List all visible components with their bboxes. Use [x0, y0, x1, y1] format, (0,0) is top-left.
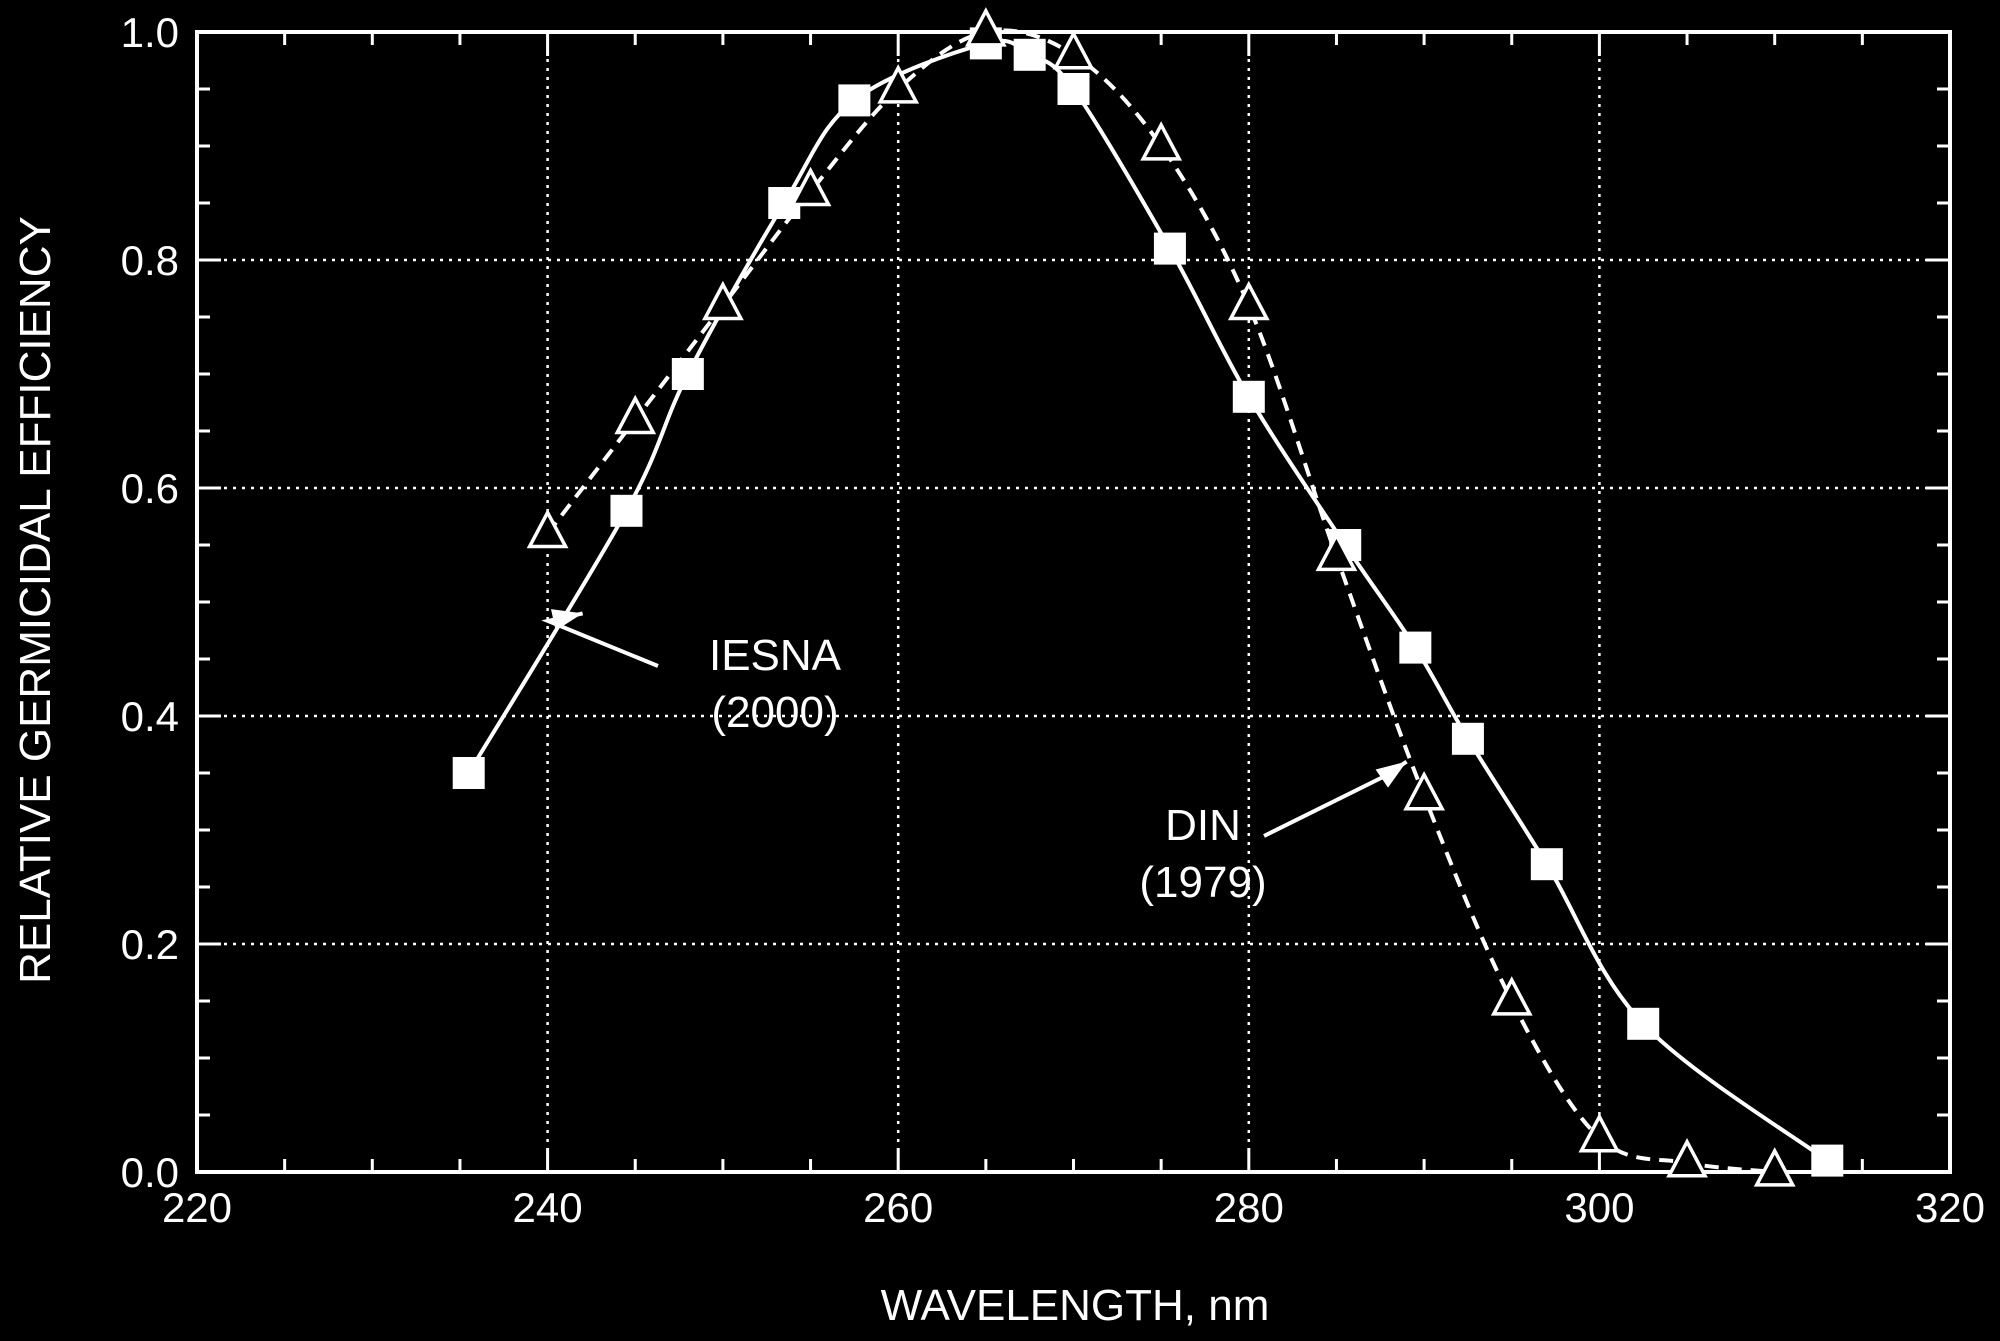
data-point-din-1979 [1140, 121, 1183, 161]
x-tick-label: 320 [1915, 1184, 1985, 1231]
data-point-din-1979 [877, 64, 920, 104]
data-point-din-1979 [1490, 976, 1533, 1016]
axis-labels: WAVELENGTH, nm RELATIVE GERMICIDAL EFFIC… [11, 216, 1269, 1330]
x-tick-label: 220 [162, 1184, 232, 1231]
series-curves [467, 28, 1829, 1174]
data-point-din-1979 [1666, 1138, 1708, 1178]
series-line-iesna-2000 [467, 38, 1829, 1163]
data-point-iesna-2000 [1013, 38, 1046, 71]
data-point-din-1979 [1403, 770, 1446, 811]
arrow-head-icon [1375, 761, 1407, 788]
annotations: IESNA (2000) DIN (1979) [541, 609, 1408, 907]
y-axis-label: RELATIVE GERMICIDAL EFFICIENCY [11, 216, 60, 984]
data-point-iesna-2000 [1399, 631, 1432, 664]
series-markers [452, 7, 1844, 1187]
x-tick-label: 240 [513, 1184, 583, 1231]
annotation-label: (2000) [711, 688, 838, 737]
x-tick-label: 300 [1564, 1184, 1634, 1231]
annotation-label: (1979) [1139, 858, 1266, 907]
y-tick-label: 0.2 [121, 921, 179, 968]
data-point-din-1979 [1227, 280, 1270, 321]
y-tick-label: 0.6 [121, 465, 179, 512]
data-point-iesna-2000 [1627, 1007, 1660, 1040]
data-point-din-1979 [526, 508, 569, 549]
data-point-iesna-2000 [452, 757, 485, 789]
y-tick-label: 0.8 [121, 237, 179, 284]
data-point-iesna-2000 [1811, 1144, 1844, 1177]
data-point-din-1979 [701, 280, 744, 321]
annotation-label: IESNA [709, 631, 842, 680]
data-point-din-1979 [614, 394, 657, 435]
data-point-iesna-2000 [610, 494, 643, 527]
data-point-din-1979 [789, 166, 832, 207]
y-tick-label: 0.0 [121, 1149, 179, 1196]
data-point-iesna-2000 [1530, 848, 1563, 881]
data-point-din-1979 [964, 7, 1007, 47]
x-axis-label: WAVELENGTH, nm [881, 1281, 1270, 1330]
y-tick-label: 0.4 [121, 693, 179, 740]
data-point-iesna-2000 [838, 84, 871, 117]
annotation-label: DIN [1165, 801, 1241, 850]
series-line-din-1979 [546, 28, 1775, 1174]
x-tick-label: 260 [863, 1184, 933, 1231]
annotation-din: DIN (1979) [1139, 759, 1408, 907]
x-tick-label: 280 [1214, 1184, 1284, 1231]
data-point-iesna-2000 [1153, 232, 1186, 265]
annotation-iesna: IESNA (2000) [541, 609, 842, 737]
arrow-head-icon [551, 609, 583, 631]
data-point-din-1979 [1578, 1112, 1621, 1153]
data-point-din-1979 [1052, 29, 1095, 70]
data-point-din-1979 [1753, 1147, 1796, 1187]
data-point-iesna-2000 [671, 358, 704, 390]
axis-ticks: 220 240 260 280 300 320 0.0 0.2 0.4 0.6 0.8 1.0 [121, 9, 1985, 1231]
data-point-iesna-2000 [1057, 73, 1090, 105]
y-tick-label: 1.0 [121, 9, 179, 56]
data-point-din-1979 [1315, 531, 1358, 572]
data-point-iesna-2000 [1451, 722, 1484, 755]
data-point-iesna-2000 [1232, 380, 1265, 413]
